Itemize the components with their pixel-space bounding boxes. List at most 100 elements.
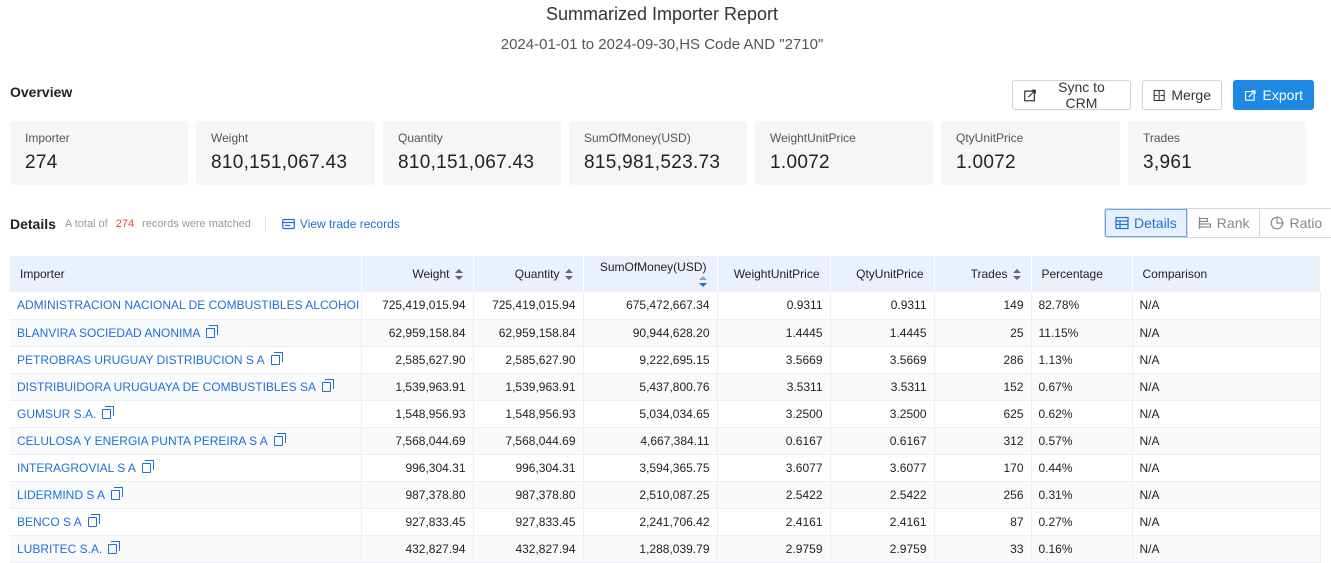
copy-icon[interactable] [270,351,283,365]
weight-cell: 7,568,044.69 [361,427,474,455]
weight-unit-price-cell: 0.9311 [717,292,831,320]
card-weight: Weight 810,151,067.43 [196,121,375,185]
column-header-weight[interactable]: Weight [361,256,474,292]
merge-button[interactable]: Merge [1142,80,1222,110]
importer-name-cell: INTERAGROVIAL S A [10,454,362,482]
table-row: PETROBRAS URUGUAY DISTRIBUCION S A 2,585,… [10,346,1321,374]
details-record-count: 274 [115,218,135,230]
percentage-cell: 0.57% [1031,427,1133,455]
importer-name-link[interactable]: DISTRIBUIDORA URUGUAYA DE COMBUSTIBLES S… [17,379,316,394]
export-icon [1245,89,1256,101]
sort-icon[interactable] [1012,269,1021,281]
sort-desc-icon[interactable] [698,276,707,288]
view-trade-records-label: View trade records [299,217,400,231]
column-header-percentage: Percentage [1031,256,1133,292]
weight-unit-price-cell: 3.5669 [717,346,831,374]
pie-chart-icon [1271,216,1284,230]
importer-name-link[interactable]: GUMSUR S.A. [17,406,97,421]
qty-unit-price-cell: 2.5422 [830,481,935,509]
weight-unit-price-cell: 2.4161 [717,508,831,536]
comparison-cell: N/A [1132,427,1321,455]
copy-icon[interactable] [206,324,219,338]
importer-name-link[interactable]: LIDERMIND S A [17,487,106,502]
table-row: CELULOSA Y ENERGIA PUNTA PEREIRA S A 7,56… [10,427,1321,455]
card-value: 815,981,523.73 [584,152,721,173]
details-total-suffix: records were matched [142,218,251,230]
sum-of-money-cell: 90,944,628.20 [583,319,718,347]
card-label: QtyUnitPrice [956,131,1024,145]
view-mode-switcher: Details Rank Ratio [1104,208,1331,238]
sync-label: Sync to CRM [1058,79,1105,111]
sync-to-crm-button[interactable]: Sync to CRM [1012,79,1131,111]
card-trades: Trades 3,961 [1128,121,1306,185]
importer-name-link[interactable]: INTERAGROVIAL S A [17,460,136,475]
trades-cell: 149 [934,292,1032,320]
importer-name-link[interactable]: CELULOSA Y ENERGIA PUNTA PEREIRA S A [17,433,268,448]
column-header-sum-of-money[interactable]: SumOfMoney(USD) [583,256,718,292]
view-trade-records-link[interactable]: View trade records [282,217,400,231]
percentage-cell: 0.62% [1031,400,1133,428]
sort-icon[interactable] [564,269,573,281]
table-row: ADMINISTRACION NACIONAL DE COMBUSTIBLES … [10,292,1321,320]
copy-icon[interactable] [87,513,100,527]
card-value: 1.0072 [956,152,1016,173]
copy-icon[interactable] [141,459,154,473]
report-title: Summarized Importer Report [545,4,779,24]
copy-icon[interactable] [108,540,121,554]
qty-unit-price-cell: 3.5669 [830,346,935,374]
quantity-cell: 2,585,627.90 [473,346,584,374]
importer-name-link[interactable]: LUBRITEC S.A. [17,541,103,556]
tab-ratio[interactable]: Ratio [1259,209,1331,237]
details-total-prefix: A total of [64,218,108,230]
weight-cell: 62,959,158.84 [361,319,474,347]
table-row: LIDERMIND S A 987,378.80 987,378.80 2,510,0… [10,481,1321,509]
percentage-cell: 0.27% [1031,508,1133,536]
comparison-cell: N/A [1132,481,1321,509]
importer-name-link[interactable]: BLANVIRA SOCIEDAD ANONIMA [17,325,201,340]
column-header-weight-unit-price: WeightUnitPrice [717,256,831,292]
importer-name-link[interactable]: BENCO S A [17,514,82,529]
tab-details[interactable]: Details [1105,209,1187,237]
weight-cell: 927,833.45 [361,508,474,536]
table-row: BENCO S A 927,833.45 927,833.45 2,241,706.4… [10,508,1321,536]
weight-cell: 987,378.80 [361,481,474,509]
importer-name-cell: LUBRITEC S.A. [10,535,362,563]
copy-icon[interactable] [102,405,115,419]
percentage-cell: 0.67% [1031,373,1133,401]
export-button[interactable]: Export [1233,80,1314,110]
column-header-quantity[interactable]: Quantity [473,256,584,292]
divider [264,217,266,231]
card-label: Trades [1143,131,1180,145]
card-label: Quantity [398,131,443,145]
weight-unit-price-cell: 3.2500 [717,400,831,428]
column-header-trades[interactable]: Trades [934,256,1032,292]
comparison-cell: N/A [1132,319,1321,347]
quantity-cell: 1,548,956.93 [473,400,584,428]
trades-cell: 170 [934,454,1032,482]
card-label: SumOfMoney(USD) [584,131,691,145]
importer-name-link[interactable]: PETROBRAS URUGUAY DISTRIBUCION S A [17,352,265,367]
sync-icon [1024,89,1036,101]
qty-unit-price-cell: 0.6167 [830,427,935,455]
weight-unit-price-cell: 2.5422 [717,481,831,509]
tab-rank-label: Rank [1216,215,1250,231]
export-label: Export [1262,87,1303,103]
importer-name-link[interactable]: ADMINISTRACION NACIONAL DE COMBUSTIBLES … [17,298,360,313]
overview-label: Overview [10,84,73,100]
importer-name-cell: PETROBRAS URUGUAY DISTRIBUCION S A [10,346,362,374]
tab-rank[interactable]: Rank [1186,209,1260,237]
column-header-comparison: Comparison [1132,256,1321,292]
quantity-cell: 62,959,158.84 [473,319,584,347]
quantity-cell: 927,833.45 [473,508,584,536]
card-label: Importer [25,131,70,145]
sort-icon[interactable] [454,269,463,281]
sum-of-money-cell: 1,288,039.79 [583,535,718,563]
card-qty-unit-price: QtyUnitPrice 1.0072 [941,121,1120,185]
copy-icon[interactable] [111,486,124,500]
copy-icon[interactable] [321,378,334,392]
sum-of-money-cell: 3,594,365.75 [583,454,718,482]
merge-icon [1153,89,1165,101]
trades-cell: 625 [934,400,1032,428]
copy-icon[interactable] [273,432,286,446]
comparison-cell: N/A [1132,508,1321,536]
